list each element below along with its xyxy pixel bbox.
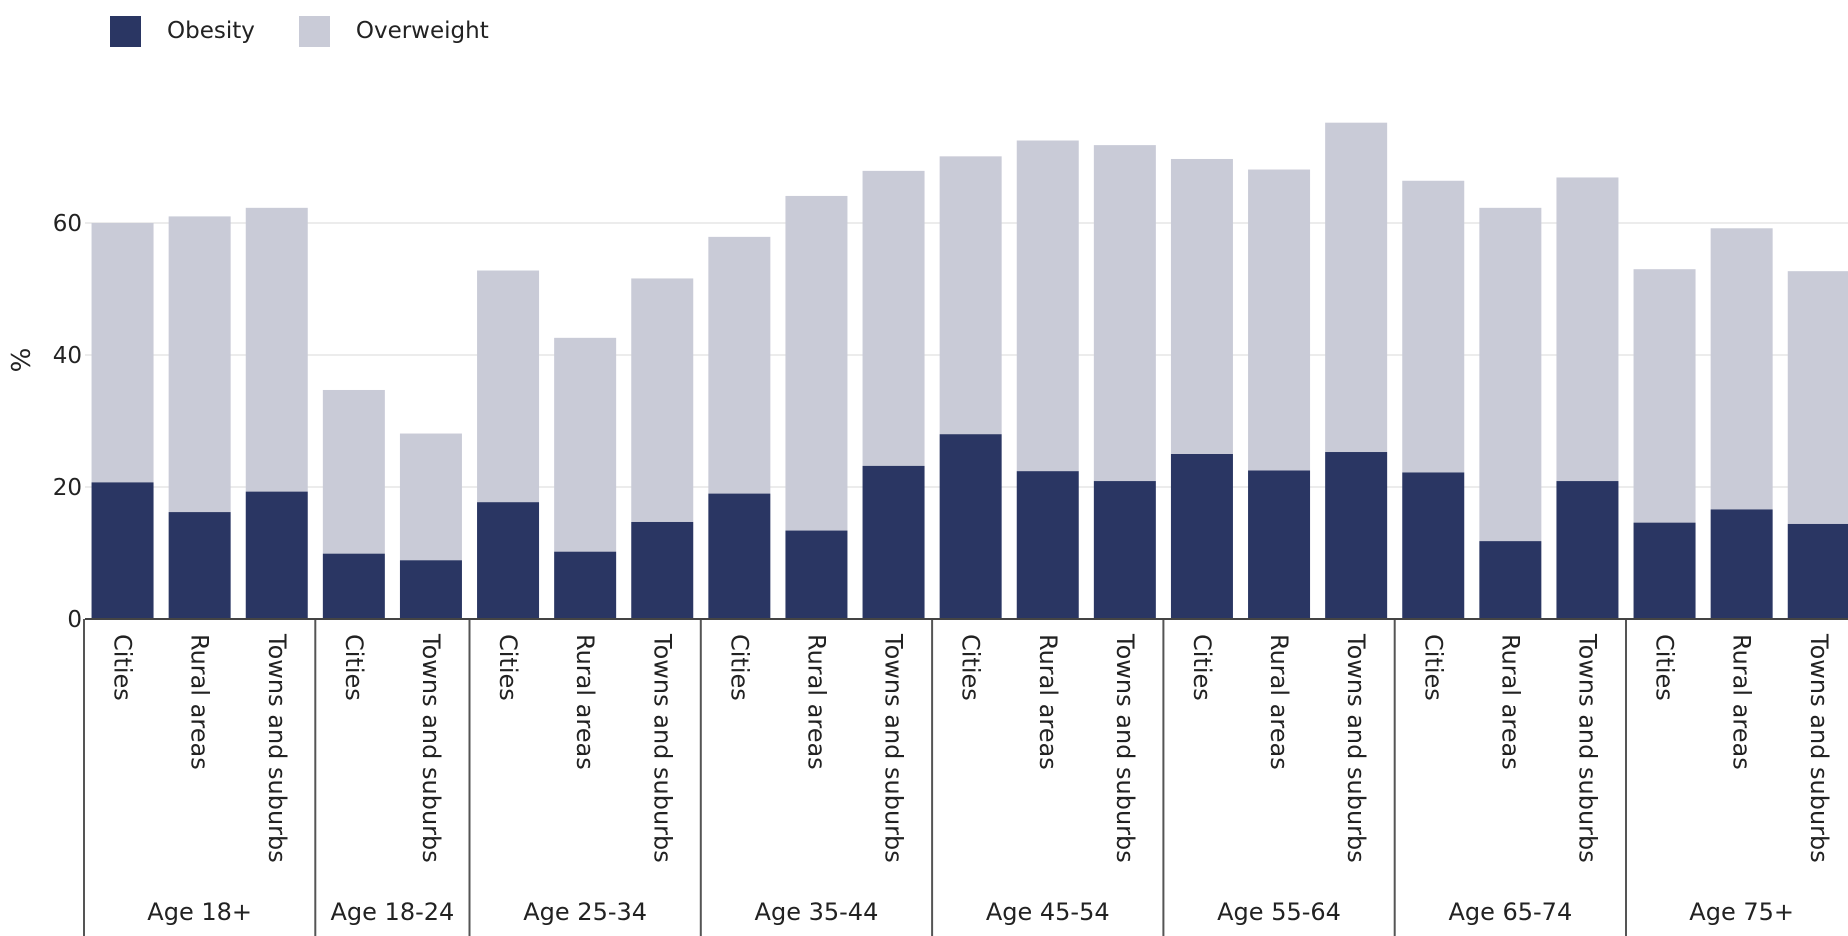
bar-obesity bbox=[1479, 541, 1542, 619]
axes bbox=[83, 618, 1848, 936]
bar-overweight bbox=[1633, 269, 1696, 523]
bar-overweight bbox=[554, 337, 617, 552]
chart-legend: Obesity Overweight bbox=[110, 14, 533, 48]
x-group-label: Age 18+ bbox=[147, 898, 252, 926]
bar-overweight bbox=[1016, 140, 1079, 472]
bar-overweight bbox=[245, 207, 308, 492]
bar-obesity bbox=[91, 482, 154, 619]
x-group-label: Age 18-24 bbox=[331, 898, 455, 926]
bar-obesity bbox=[1248, 470, 1311, 619]
x-group-label: Age 45-54 bbox=[986, 898, 1110, 926]
legend-item-overweight[interactable]: Overweight bbox=[298, 15, 489, 47]
x-category-label: Towns and suburbs bbox=[417, 633, 445, 863]
x-category-label: Cities bbox=[109, 634, 137, 701]
x-category-label: Towns and suburbs bbox=[880, 633, 908, 863]
bar-overweight bbox=[477, 270, 540, 503]
axis-labels: 0 20 40 60% Cities Rural areas Towns and subur… bbox=[7, 211, 1833, 926]
bar-obesity bbox=[1325, 452, 1388, 619]
bar-obesity bbox=[1556, 481, 1619, 619]
bar-overweight bbox=[1170, 158, 1233, 455]
bar-overweight bbox=[1093, 145, 1156, 482]
x-category-label: Rural areas bbox=[1034, 634, 1062, 770]
bar-overweight bbox=[708, 236, 771, 494]
bar-overweight bbox=[785, 195, 848, 531]
bar-overweight bbox=[631, 278, 694, 522]
x-category-label: Rural areas bbox=[186, 634, 214, 770]
bar-obesity bbox=[1787, 523, 1848, 619]
bar-overweight bbox=[939, 156, 1002, 435]
y-axis-title: % bbox=[7, 348, 37, 373]
x-category-label: Towns and suburbs bbox=[1111, 633, 1139, 863]
x-category-label: Towns and suburbs bbox=[1805, 633, 1833, 863]
y-tick-label: 40 bbox=[53, 343, 82, 369]
legend-swatch-obesity bbox=[110, 15, 141, 47]
bar-obesity bbox=[554, 551, 617, 619]
bar-obesity bbox=[1402, 472, 1465, 619]
x-category-label: Towns and suburbs bbox=[648, 633, 676, 863]
bar-obesity bbox=[399, 560, 462, 619]
bar-obesity bbox=[1710, 509, 1773, 619]
bar-obesity bbox=[477, 502, 540, 619]
bar-overweight bbox=[1479, 207, 1542, 542]
x-category-label: Cities bbox=[1188, 634, 1216, 701]
bar-obesity bbox=[1016, 471, 1079, 619]
bar-obesity bbox=[322, 553, 385, 619]
legend-swatch-overweight bbox=[298, 15, 330, 47]
x-category-label: Cities bbox=[1419, 634, 1447, 701]
bar-obesity bbox=[631, 521, 694, 619]
bar-obesity bbox=[1633, 522, 1696, 619]
x-category-label: Cities bbox=[340, 634, 368, 701]
bar-overweight bbox=[1787, 271, 1848, 524]
bar-overweight bbox=[91, 223, 154, 483]
y-tick-label: 60 bbox=[53, 211, 82, 237]
bar-obesity bbox=[1093, 481, 1156, 619]
bar-overweight bbox=[168, 216, 231, 513]
bar-overweight bbox=[1556, 177, 1619, 482]
bar-overweight bbox=[1402, 180, 1465, 473]
x-group-label: Age 75+ bbox=[1689, 898, 1794, 926]
bar-obesity bbox=[1170, 454, 1233, 619]
y-tick-label: 20 bbox=[53, 475, 82, 501]
bar-overweight bbox=[1248, 169, 1311, 471]
bar-overweight bbox=[322, 389, 385, 554]
x-category-label: Cities bbox=[494, 634, 522, 701]
x-group-label: Age 65-74 bbox=[1448, 898, 1572, 926]
bar-obesity bbox=[168, 512, 231, 619]
x-category-label: Rural areas bbox=[802, 634, 830, 770]
y-tick-label: 0 bbox=[67, 607, 82, 633]
x-category-label: Rural areas bbox=[1265, 634, 1293, 770]
x-category-label: Cities bbox=[725, 634, 753, 701]
legend-label-obesity: Obesity bbox=[167, 18, 255, 44]
bar-obesity bbox=[785, 530, 848, 619]
bar-obesity bbox=[939, 434, 1002, 619]
x-category-label: Rural areas bbox=[1728, 634, 1756, 770]
bar-overweight bbox=[399, 433, 462, 561]
x-category-label: Cities bbox=[1651, 634, 1679, 701]
x-group-label: Age 55-64 bbox=[1217, 898, 1341, 926]
bar-obesity bbox=[245, 491, 308, 619]
bar-overweight bbox=[862, 170, 925, 466]
bar-overweight bbox=[1710, 228, 1773, 510]
x-category-label: Towns and suburbs bbox=[263, 633, 291, 863]
x-group-label: Age 35-44 bbox=[755, 898, 879, 926]
legend-item-obesity[interactable]: Obesity bbox=[110, 15, 255, 47]
bar-overweight bbox=[1325, 122, 1388, 453]
x-category-label: Cities bbox=[957, 634, 985, 701]
bars bbox=[91, 122, 1848, 619]
x-group-label: Age 25-34 bbox=[523, 898, 647, 926]
bar-obesity bbox=[862, 465, 925, 619]
x-category-label: Rural areas bbox=[571, 634, 599, 770]
x-category-label: Rural areas bbox=[1496, 634, 1524, 770]
x-category-label: Towns and suburbs bbox=[1342, 633, 1370, 863]
bar-obesity bbox=[708, 493, 771, 619]
x-category-label: Towns and suburbs bbox=[1573, 633, 1601, 863]
legend-label-overweight: Overweight bbox=[355, 18, 489, 44]
